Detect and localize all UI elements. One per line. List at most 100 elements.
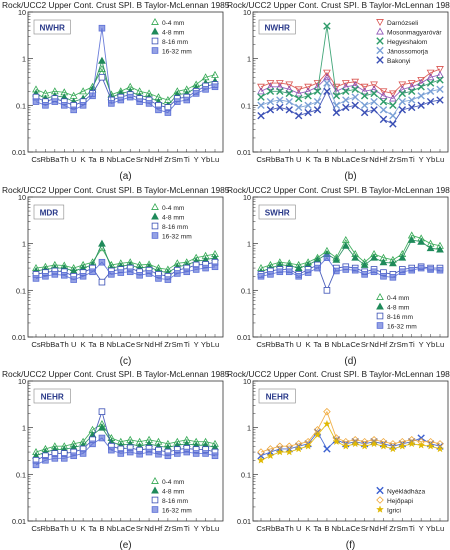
- marker-p4-s92-0: [151, 496, 159, 504]
- marker-p0-s3-8: [108, 100, 115, 107]
- marker-p1-s4-18: [426, 97, 435, 106]
- x-tick-label: La: [117, 340, 126, 349]
- marker-p0-s3-13: [155, 106, 162, 114]
- x-tick-label: Zr: [389, 524, 397, 533]
- marker-p4-s3-14: [164, 452, 172, 460]
- legend-entry: Mosonmagyaróvár: [387, 29, 442, 36]
- marker-p4-s90-0: [151, 476, 159, 484]
- marker-p0-s3-3: [60, 102, 68, 109]
- marker-p4-s3-17: [192, 450, 200, 457]
- marker-p5-s2-19: [436, 444, 444, 453]
- x-tick-label: Nb: [107, 155, 117, 164]
- marker-p3-s90-0: [376, 292, 384, 300]
- x-tick-label: Zr: [389, 340, 397, 349]
- marker-p2-s3-13: [155, 275, 162, 282]
- marker-p1-s2-15: [398, 89, 407, 98]
- x-tick-label: Ta: [314, 340, 323, 349]
- marker-p1-s3-7: [323, 79, 331, 87]
- y-tick-label: 1: [22, 240, 26, 249]
- legend-entry: 4-8 mm: [162, 214, 185, 221]
- y-tick-label: 1: [22, 55, 26, 64]
- region-badge-box: [258, 19, 296, 35]
- x-tick-label: K: [306, 155, 311, 164]
- marker-p1-s0-9: [341, 80, 350, 88]
- marker-p3-s3-7: [323, 254, 331, 261]
- series-1-1: [257, 70, 444, 102]
- marker-p4-s3-15: [174, 450, 181, 457]
- x-tick-label: Nd: [369, 155, 379, 164]
- legend-entry: Hegyeshalom: [387, 39, 428, 46]
- legend-entry: 4-8 mm: [162, 488, 185, 495]
- y-tick-label: 0.1: [16, 101, 26, 110]
- marker-p2-s2-7: [98, 278, 106, 286]
- x-tick-label: Th: [285, 340, 294, 349]
- marker-p1-s2-11: [360, 92, 369, 100]
- x-tick-label: Cs: [31, 340, 40, 349]
- marker-p0-s3-9: [117, 96, 125, 104]
- marker-p5-s2-4: [294, 444, 303, 453]
- marker-p3-s3-0: [257, 273, 265, 280]
- marker-p4-s3-12: [145, 448, 153, 456]
- marker-p1-s3-17: [417, 92, 425, 100]
- legend: 0-4 mm 4-8 mm 8-16 mm 16-32 mm: [151, 17, 192, 55]
- x-tick-label: Ta: [314, 524, 323, 533]
- marker-p1-s2-0: [257, 93, 265, 101]
- marker-p1-s93-0: [376, 46, 384, 55]
- y-tick-label: 1: [22, 424, 26, 433]
- x-tick-label: Th: [60, 155, 69, 164]
- marker-p1-s0-4: [294, 86, 303, 94]
- marker-p3-s1-17: [417, 237, 426, 245]
- x-tick-label: Ta: [89, 155, 98, 164]
- series-line: [260, 410, 441, 453]
- x-tick-label: Nb: [332, 524, 342, 533]
- marker-p3-s3-6: [314, 264, 321, 272]
- marker-p3-s3-11: [361, 271, 368, 278]
- y-tick-label: 0.01: [237, 517, 251, 526]
- marker-p1-s1-1: [266, 82, 275, 90]
- chart-title: Rock/UCC2 Upper Cont. Crust SPI. B Taylo…: [227, 369, 450, 379]
- marker-p5-s92-0: [376, 505, 384, 513]
- x-tick-label: Nd: [369, 340, 379, 349]
- x-tick-label: Ba: [275, 340, 285, 349]
- x-tick-label: Zr: [164, 340, 172, 349]
- y-tick-label: 10: [18, 8, 26, 17]
- panel-letter: (b): [344, 171, 356, 182]
- marker-p5-s0-7: [323, 445, 331, 453]
- marker-p1-s0-7: [323, 69, 331, 77]
- marker-p2-s3-7: [98, 258, 106, 266]
- x-tick-label: Zr: [164, 155, 172, 164]
- marker-p3-s92-0: [376, 312, 384, 320]
- x-tick-label: U: [296, 524, 301, 533]
- marker-p1-s4-14: [389, 120, 397, 128]
- x-tick-label: Sr: [136, 340, 144, 349]
- marker-p3-s3-8: [333, 267, 340, 275]
- marker-p1-s4-13: [379, 115, 388, 124]
- marker-p4-s3-18: [202, 450, 209, 457]
- marker-p5-s2-10: [351, 439, 360, 448]
- y-tick-label: 0.1: [241, 101, 251, 110]
- marker-p3-s3-4: [295, 273, 302, 280]
- marker-p1-s0-11: [360, 83, 369, 91]
- marker-p3-s1-18: [426, 244, 435, 252]
- y-tick-label: 1: [247, 424, 251, 433]
- legend: 0-4 mm 4-8 mm 8-16 mm 16-32 mm: [151, 202, 192, 240]
- legend: 0-4 mm 4-8 mm 8-16 mm 16-32 mm: [151, 476, 192, 514]
- marker-p1-s4-8: [332, 108, 341, 117]
- plot-frame: [27, 380, 224, 522]
- x-tick-label: Cs: [31, 524, 40, 533]
- marker-p1-s3-0: [257, 101, 265, 110]
- marker-p4-s1-7: [98, 423, 106, 431]
- marker-p3-s1-16: [407, 235, 416, 243]
- panel-letter: (a): [119, 171, 131, 182]
- marker-p1-s1-16: [407, 82, 416, 90]
- marker-p2-s3-0: [32, 275, 40, 282]
- series-4-3: [32, 434, 219, 469]
- legend-entry: 0-4 mm: [162, 20, 185, 27]
- marker-p0-s3-4: [70, 106, 77, 114]
- marker-p0-s91-0: [151, 27, 159, 35]
- marker-p1-s2-7: [323, 22, 331, 30]
- series-1-2: [257, 22, 444, 110]
- x-tick-label: Ta: [89, 340, 98, 349]
- x-tick-label: Zr: [389, 155, 397, 164]
